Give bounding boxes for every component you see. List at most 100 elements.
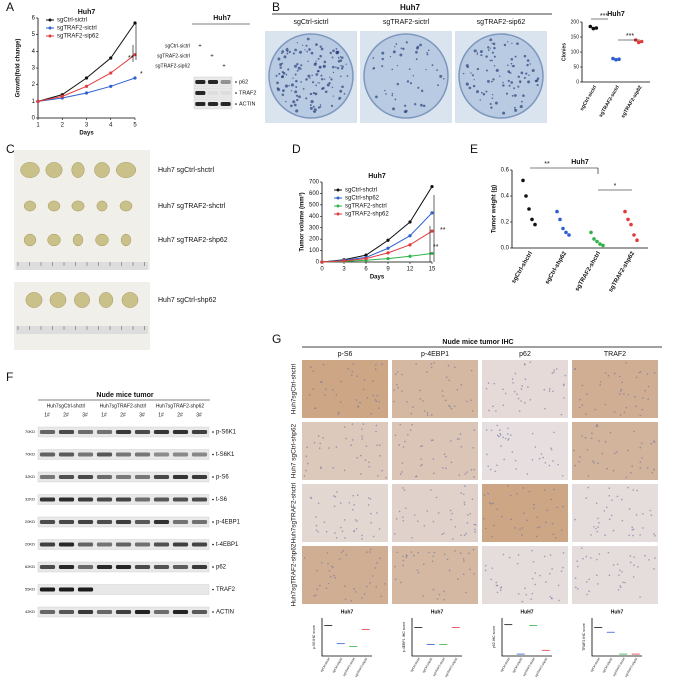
colony xyxy=(406,80,410,83)
nucleus xyxy=(335,446,338,448)
panel-letter: D xyxy=(292,142,301,156)
colony xyxy=(290,83,294,87)
colony xyxy=(518,80,522,83)
nucleus xyxy=(637,566,639,568)
colony xyxy=(507,79,510,83)
nucleus xyxy=(606,467,608,470)
colony xyxy=(489,102,492,105)
nucleus xyxy=(375,585,378,588)
nucleus xyxy=(416,520,419,523)
nucleus xyxy=(562,505,564,508)
nucleus xyxy=(309,496,312,499)
nucleus xyxy=(596,574,598,577)
nucleus xyxy=(445,376,448,378)
colony xyxy=(489,47,491,49)
axis xyxy=(411,618,462,657)
x-tick-label: 9 xyxy=(386,267,390,273)
nucleus xyxy=(305,469,307,472)
colony xyxy=(490,106,493,109)
colony xyxy=(521,100,523,103)
point xyxy=(533,222,537,227)
colony xyxy=(414,102,417,106)
tumor xyxy=(47,233,61,247)
y-tick-label: 6 xyxy=(32,16,36,22)
colony xyxy=(517,85,520,88)
colony xyxy=(517,75,521,79)
colony xyxy=(491,97,494,99)
nucleus xyxy=(401,462,404,464)
y-tick-label: 600 xyxy=(309,191,320,197)
x-tick-label: 2 xyxy=(61,123,65,129)
nucleus xyxy=(555,368,558,370)
blot-band xyxy=(115,542,132,547)
nucleus xyxy=(339,502,342,504)
point xyxy=(595,239,599,244)
nucleus xyxy=(405,556,408,559)
nucleus xyxy=(437,512,440,514)
nucleus xyxy=(498,435,500,438)
nucleus xyxy=(351,508,354,511)
nucleus xyxy=(627,394,630,396)
blot-condition: sgCtrl-sictrl xyxy=(165,43,190,49)
ihc-image xyxy=(482,546,568,604)
nucleus xyxy=(588,578,590,581)
nucleus xyxy=(623,393,625,395)
colony xyxy=(482,93,486,96)
nucleus xyxy=(536,526,539,529)
nucleus xyxy=(608,574,611,576)
nucleus xyxy=(433,472,435,475)
nucleus xyxy=(495,584,498,587)
nucleus xyxy=(464,473,467,475)
nucleus xyxy=(317,502,320,504)
nucleus xyxy=(435,496,438,499)
nucleus xyxy=(612,469,615,472)
nucleus xyxy=(468,552,470,555)
colony xyxy=(312,91,316,95)
nucleus xyxy=(360,454,362,457)
blot-band xyxy=(172,475,189,479)
colony xyxy=(508,84,511,87)
nucleus xyxy=(416,569,419,572)
nucleus xyxy=(316,588,318,591)
colony xyxy=(281,93,285,96)
nucleus xyxy=(590,437,593,440)
nucleus xyxy=(629,561,632,564)
point xyxy=(386,238,390,242)
nucleus xyxy=(563,397,565,399)
nucleus xyxy=(510,518,512,521)
colony xyxy=(287,68,290,71)
colony xyxy=(306,37,310,41)
nucleus xyxy=(550,447,552,449)
nucleus xyxy=(307,462,309,465)
colony xyxy=(312,81,315,84)
nucleus xyxy=(616,495,619,498)
nucleus xyxy=(402,487,404,489)
nucleus xyxy=(574,464,577,467)
x-tick-label: sgTRAF2-shp62 xyxy=(444,657,459,678)
blot-group: Huh7sgCtrl-shctrl xyxy=(47,403,86,409)
blot-band xyxy=(153,542,170,547)
x-axis-label: Days xyxy=(370,275,385,281)
blot-band xyxy=(220,102,231,106)
y-tick-label: 1 xyxy=(32,99,36,105)
tumor xyxy=(49,292,67,308)
panel-letter: F xyxy=(6,370,13,384)
nucleus xyxy=(448,379,450,382)
nucleus xyxy=(381,469,383,472)
tumor xyxy=(20,162,40,178)
nucleus xyxy=(315,529,318,532)
point xyxy=(524,194,528,198)
nucleus xyxy=(393,389,395,391)
nucleus xyxy=(356,456,359,459)
x-tick-label: sgCtrl-sictrl xyxy=(579,84,599,112)
nucleus xyxy=(320,561,323,564)
nucleus xyxy=(514,527,516,529)
nucleus xyxy=(544,489,546,491)
x-tick-label: sgTRAF2-shctrl xyxy=(432,657,446,677)
blot-band xyxy=(39,587,56,592)
nucleus xyxy=(533,503,535,506)
colony xyxy=(473,49,477,53)
blot-strip xyxy=(37,584,210,595)
ihc-stain xyxy=(302,484,388,542)
x-tick-label: 3 xyxy=(342,267,346,273)
